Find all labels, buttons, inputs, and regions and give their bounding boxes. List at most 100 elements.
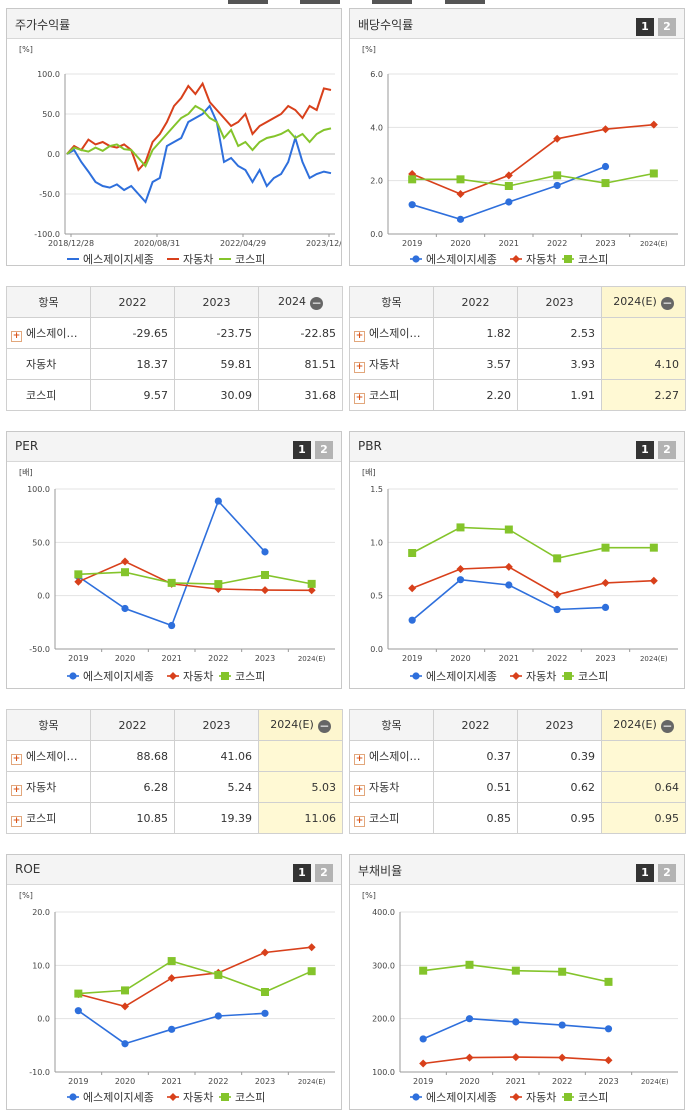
row-name: 자동차 [26, 358, 57, 371]
x-tick-label: 2023 [595, 654, 615, 663]
panel-title: 배당수익률 [358, 18, 414, 32]
data-point [408, 549, 417, 557]
table-row: + 에스제이… 1.82 2.53 [349, 317, 686, 349]
data-point [456, 576, 465, 584]
x-tick-label: 2022 [208, 1077, 228, 1086]
data-point [465, 960, 474, 969]
view-button-2[interactable]: 2 [658, 441, 676, 459]
plus-icon[interactable]: + [354, 753, 365, 765]
panel-header: 주가수익률 [7, 9, 341, 39]
data-point [121, 986, 129, 995]
x-tick-label: 2020 [450, 239, 470, 248]
table-header-cell: 2022 [433, 709, 518, 741]
legend-label: 코스피 [235, 253, 265, 266]
series-line [66, 104, 332, 168]
y-tick-label: 0.0 [370, 230, 383, 239]
plus-icon[interactable]: + [354, 330, 365, 342]
data-point [74, 570, 83, 579]
x-tick-label: 2023 [255, 1077, 275, 1086]
table-cell: 1.82 [433, 317, 518, 349]
minus-icon[interactable]: − [660, 718, 674, 733]
table-cell: 10.85 [90, 802, 175, 834]
table-cell: 0.62 [517, 771, 602, 803]
minus-icon[interactable]: − [317, 718, 331, 733]
data-point [553, 605, 561, 614]
series-line [66, 104, 332, 204]
row-name-cell: + 자동차 [349, 771, 434, 803]
view-button-2[interactable]: 2 [658, 18, 676, 36]
plus-icon[interactable]: + [354, 361, 365, 373]
legend-marker [169, 1093, 177, 1101]
data-point [512, 1018, 520, 1026]
header-label: 2023 [202, 718, 231, 732]
plus-icon[interactable]: + [354, 392, 365, 404]
x-tick-label: 2024(E) [298, 655, 326, 663]
view-button-2[interactable]: 2 [658, 864, 676, 882]
table-cell: 0.37 [433, 740, 518, 772]
plus-icon[interactable]: + [11, 753, 22, 765]
table-row: 코스피 9.57 30.09 31.68 [6, 379, 343, 411]
data-point [261, 548, 269, 556]
data-point [121, 1002, 129, 1011]
table-cell [601, 740, 686, 772]
chart-unit-label: [%] [362, 45, 376, 54]
plus-icon[interactable]: + [354, 815, 365, 827]
data-point [505, 581, 513, 589]
y-tick-label: 10.0 [32, 961, 50, 970]
table-header-row: 항목 2022 2023 2024− [6, 286, 343, 318]
top-tab-fragment [372, 0, 412, 4]
view-button-1[interactable]: 1 [293, 441, 311, 459]
dividend-yield-table: 항목 2022 2023 2024(E) − + 에스제이… 1.82 2.53 + 자동차 3.57… [349, 286, 686, 411]
legend-label: 자동차 [183, 670, 213, 683]
table-header-row: 항목 2022 2023 2024(E) − [349, 286, 686, 318]
table-cell: 3.57 [433, 348, 518, 380]
plus-icon[interactable]: + [11, 784, 22, 796]
header-label: 2024(E) [613, 294, 657, 308]
table-header-cell: 2022 [90, 286, 175, 318]
plus-icon[interactable]: + [354, 784, 365, 796]
table-header-cell: 2024− [258, 286, 343, 318]
table-header-cell: 2022 [433, 286, 518, 318]
plus-icon[interactable]: + [11, 330, 22, 342]
plus-icon[interactable]: + [11, 815, 22, 827]
view-button-1[interactable]: 1 [636, 441, 654, 459]
series-line [78, 946, 312, 1008]
table-cell: 88.68 [90, 740, 175, 772]
y-tick-label: 6.0 [370, 70, 383, 79]
table-row: + 에스제이… -29.65 -23.75 -22.85 [6, 317, 343, 349]
view-button-2[interactable]: 2 [315, 441, 333, 459]
legend-label: 자동차 [526, 253, 556, 266]
view-button-1[interactable]: 1 [636, 864, 654, 882]
table-header-cell: 항목 [349, 286, 434, 318]
minus-icon[interactable]: − [310, 295, 323, 310]
x-tick-label: 2020 [450, 654, 470, 663]
x-tick-label: 2022/04/29 [220, 239, 266, 248]
x-tick-label: 2024(E) [298, 1078, 326, 1086]
minus-icon[interactable]: − [660, 295, 674, 310]
view-button-1[interactable]: 1 [293, 864, 311, 882]
table-header-cell: 항목 [6, 709, 91, 741]
row-name-cell: + 자동차 [6, 771, 91, 803]
series-line [78, 571, 312, 585]
view-button-1[interactable]: 1 [636, 18, 654, 36]
table-cell: 4.10 [601, 348, 686, 380]
view-button-2[interactable]: 2 [315, 864, 333, 882]
row-name-cell: + 에스제이… [349, 740, 434, 772]
table-row: + 코스피 10.85 19.39 11.06 [6, 802, 343, 834]
data-point [261, 988, 269, 996]
table-header-cell: 2024(E) − [601, 286, 686, 318]
data-point [214, 497, 222, 505]
row-name-cell: + 코스피 [349, 802, 434, 834]
series-1 [74, 497, 269, 630]
x-tick-label: 2022 [208, 654, 228, 663]
row-name: 자동차 [26, 780, 57, 794]
legend-marker [221, 1093, 229, 1101]
data-point [553, 134, 562, 143]
data-point [601, 543, 610, 552]
y-tick-label: 300.0 [372, 961, 395, 970]
